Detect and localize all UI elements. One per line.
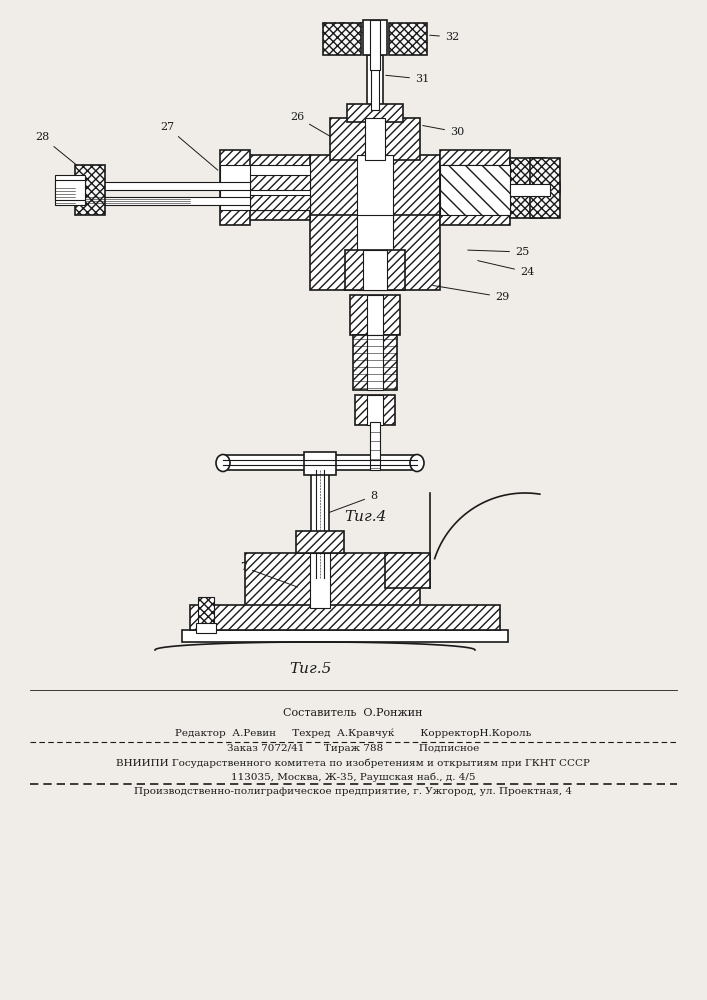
Bar [510,158,545,218]
Text: 32: 32 [430,32,460,42]
Bar [310,215,440,290]
Text: Производственно-полиграфическое предприятие, г. Ужгород, ул. Проектная, 4: Производственно-полиграфическое предприя… [134,787,572,796]
Text: Составитель  О.Ронжин: Составитель О.Ронжин [284,708,423,718]
Bar [350,295,400,335]
Ellipse shape [216,454,230,472]
Bar [385,553,430,588]
Text: 7: 7 [240,562,298,587]
Bar [355,395,395,425]
Ellipse shape [530,160,560,216]
Bar [357,215,393,290]
Ellipse shape [410,454,424,472]
Text: 1451574: 1451574 [319,22,387,36]
Bar [323,23,361,55]
Bar [371,55,379,110]
Bar [367,55,383,110]
Text: 24: 24 [478,261,534,277]
Bar [310,553,330,608]
Bar [223,455,418,470]
Bar [245,195,310,210]
Text: Τиг.5: Τиг.5 [289,662,331,676]
Text: 26: 26 [290,112,343,144]
Bar [310,155,440,220]
Bar [440,165,510,215]
Bar [245,175,310,190]
Bar [367,335,383,390]
Bar [440,150,510,225]
Bar [220,165,250,210]
Text: 8: 8 [327,491,377,513]
Bar [370,422,380,470]
Bar [353,335,397,390]
Bar [190,605,500,630]
Text: ВНИИПИ Государственного комитета по изобретениям и открытиям при ГКНТ СССР: ВНИИПИ Государственного комитета по изоб… [116,758,590,768]
Bar [311,470,329,578]
Bar [530,158,560,218]
Bar [245,165,310,210]
Bar [75,165,105,215]
Bar [370,20,380,70]
Bar [389,23,427,55]
Bar [357,155,393,220]
Text: Редактор  А.Ревин     Техред  А.Кравчуќ        КорректорН.Король: Редактор А.Ревин Техред А.Кравчуќ Корре… [175,728,531,738]
Bar [196,623,216,633]
Bar [198,597,214,625]
Text: 31: 31 [386,74,429,84]
Text: 30: 30 [423,126,464,137]
Bar [440,165,510,210]
Text: Τиг.4: Τиг.4 [344,510,386,524]
Bar [347,104,403,122]
Bar [367,395,383,425]
Bar [55,180,85,200]
Bar [363,250,387,290]
Text: 28: 28 [35,132,93,178]
Text: Заказ 7072/41      Тираж 788           Подписное: Заказ 7072/41 Тираж 788 Подписное [227,744,479,753]
Bar [245,155,310,220]
Text: 29: 29 [433,285,509,302]
Bar [510,184,550,196]
Bar [220,150,250,225]
Bar [365,118,385,160]
Bar [367,295,383,335]
Text: 25: 25 [468,247,530,257]
Bar [55,175,85,205]
Bar [345,250,405,290]
Bar [330,118,420,160]
Bar [296,531,344,553]
Bar [363,20,387,55]
Text: 27: 27 [160,122,218,170]
Bar [182,630,508,642]
Bar [85,182,250,190]
Bar [245,553,420,608]
Bar [304,452,336,475]
Text: 113035, Москва, Ж-35, Раушская наб., д. 4/5: 113035, Москва, Ж-35, Раушская наб., д. … [230,772,475,782]
Bar [85,197,250,205]
